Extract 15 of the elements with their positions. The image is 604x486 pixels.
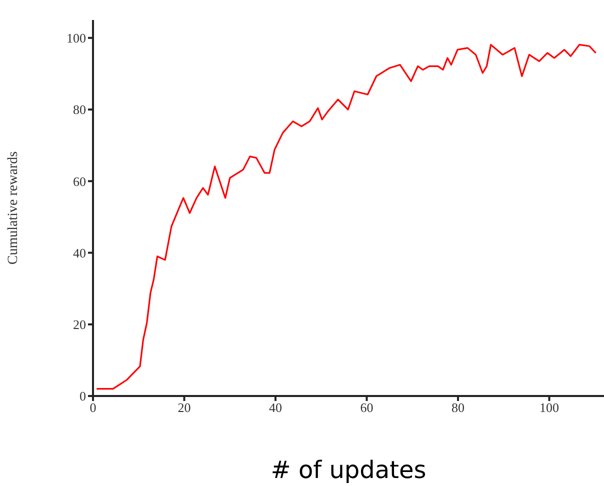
x-axis-title: # of updates: [270, 456, 426, 484]
y-tick-label: 40: [73, 245, 86, 260]
y-tick-label: 0: [80, 388, 86, 404]
y-tick-label: 80: [73, 102, 86, 118]
x-tick-label: 20: [178, 400, 191, 416]
x-tick-label: 0: [90, 400, 96, 416]
x-tick-label: 80: [452, 400, 464, 416]
line-series: [96, 44, 597, 390]
x-tick-label: 40: [269, 400, 282, 416]
y-axis-title: Cumulative rewards: [6, 151, 21, 265]
y-tick-label: 60: [73, 174, 86, 189]
y-tick-label: 20: [73, 316, 86, 332]
x-tick-label: 60: [360, 400, 374, 416]
y-tick-label: 100: [66, 30, 86, 46]
x-tick-label: 100: [540, 400, 559, 416]
